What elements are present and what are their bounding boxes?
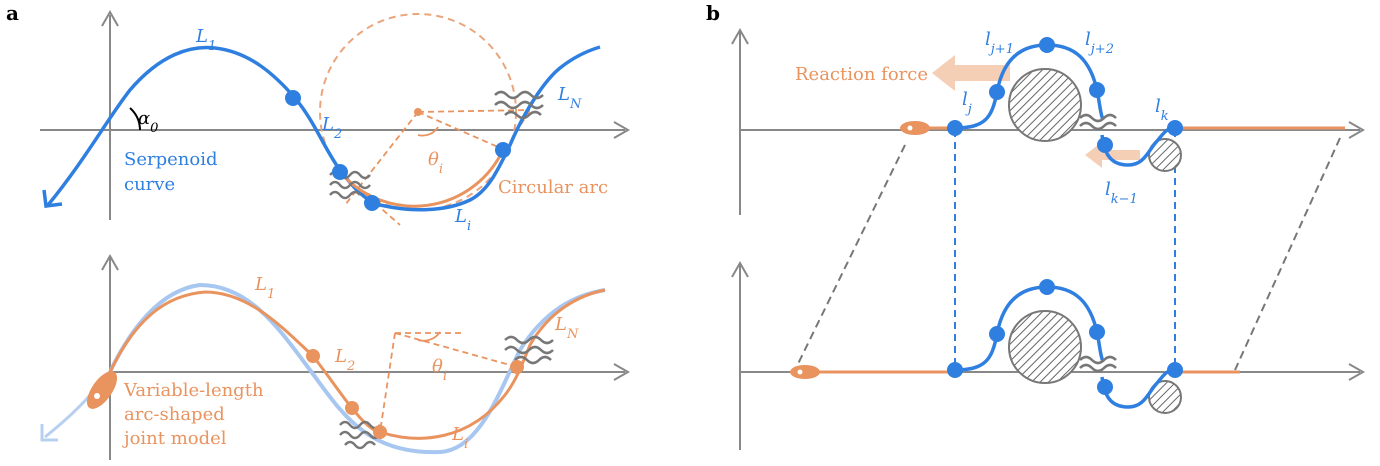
label-alpha0: α0	[138, 108, 158, 136]
label-lk: lk	[1155, 96, 1169, 124]
model-name: joint model	[122, 428, 227, 449]
panel-label: b	[706, 1, 720, 25]
panel-a-bottom: L1 L2 θi Li LN Variable-length arc-shape…	[42, 256, 628, 460]
snake-bottom	[947, 279, 1183, 413]
label-lj1: lj+1	[985, 29, 1014, 57]
curve-name: curve	[124, 174, 175, 195]
label-l1: L1	[254, 274, 275, 302]
arc-name: Circular arc	[498, 177, 608, 198]
label-lj2: lj+2	[1085, 29, 1114, 57]
model-name: arc-shaped	[124, 404, 225, 425]
panel-b: Reaction force lj+1 lj+2 lj lk lk−1	[732, 29, 1363, 450]
panel-a-top: L1 α0 Serpenoid curve L2 θi Circular arc…	[40, 12, 628, 234]
label-lk1: lk−1	[1105, 179, 1138, 207]
label-theta: θi	[432, 356, 447, 384]
label-l2: L2	[334, 346, 355, 374]
panel-label: a	[6, 1, 19, 25]
label-lj: lj	[962, 89, 972, 117]
label-ln: LN	[554, 314, 579, 342]
model-name: Variable-length	[123, 380, 264, 401]
force-label: Reaction force	[795, 64, 928, 85]
figure: a L1 α0 Serpenoid curve L2 θi Circular a…	[0, 0, 1380, 466]
snake-top	[947, 37, 1183, 171]
label-theta: θi	[428, 149, 443, 177]
curve-name: Serpenoid	[124, 149, 217, 170]
label-ln: LN	[557, 84, 582, 112]
label-li: Li	[454, 206, 471, 234]
